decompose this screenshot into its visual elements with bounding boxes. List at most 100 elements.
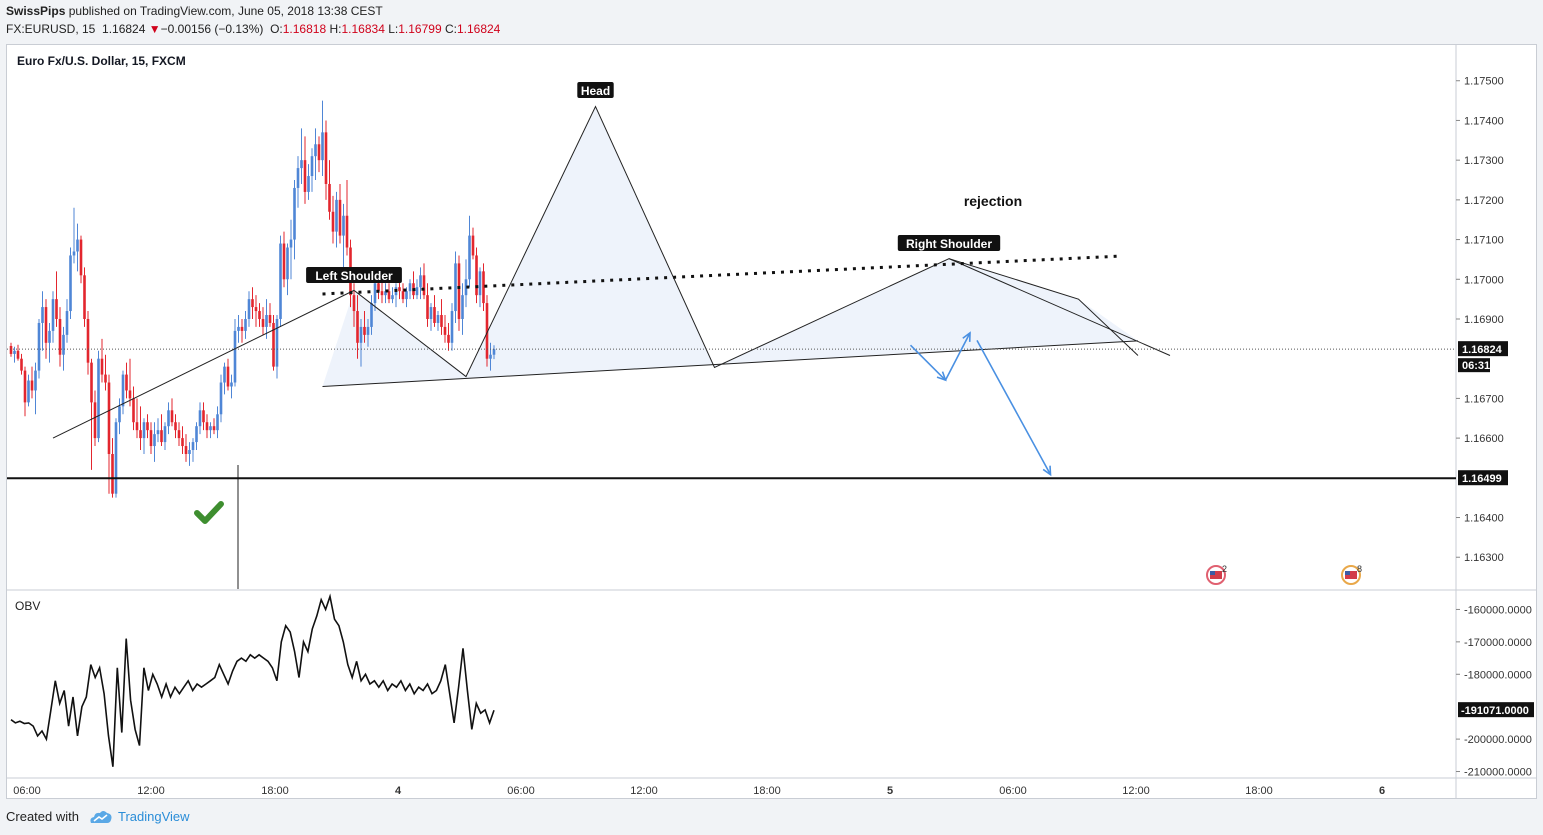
y-tick-label: 1.17200 (1464, 195, 1504, 207)
candle-body (422, 275, 426, 296)
y-tick-label: 1.16300 (1464, 552, 1504, 564)
low-value: 1.16799 (398, 22, 442, 36)
candle-body (345, 215, 349, 248)
head-label: Head (581, 84, 610, 98)
left-shoulder-label: Left Shoulder (315, 269, 393, 283)
candle-body (20, 358, 23, 371)
candle-body (58, 318, 62, 355)
candle-body (219, 382, 223, 415)
projection-arrow (944, 332, 971, 381)
candle-body (408, 283, 412, 292)
candle-body (30, 380, 34, 391)
candle-body (447, 334, 450, 343)
candle-body (209, 426, 212, 431)
candle-body (97, 358, 100, 439)
candle-body (489, 354, 492, 359)
chart-svg[interactable]: 1.17500 1.17400 1.17300 1.17200 1.17100 1.170… (7, 45, 1536, 798)
neckline (322, 340, 1139, 387)
pattern-zigzag (52, 105, 1139, 439)
candle-body (202, 410, 205, 423)
candle-body (86, 318, 90, 363)
candle-body (41, 307, 44, 323)
event-count: 8 (1357, 564, 1362, 574)
candle-body (93, 402, 97, 439)
tradingview-brand-link[interactable]: TradingView (118, 809, 190, 824)
candle-body (324, 132, 328, 184)
y-tick-label: 1.17100 (1464, 235, 1504, 247)
candle-body (261, 318, 265, 327)
flag-canton (1345, 571, 1350, 575)
candle-body (212, 426, 216, 431)
candle-body (265, 315, 268, 327)
candle-body (247, 299, 251, 319)
candle-body (244, 318, 247, 331)
candle-body (163, 426, 167, 443)
last-price: 1.16824 (102, 22, 146, 36)
candle-body (436, 315, 440, 323)
chart-panel[interactable]: 1.17500 1.17400 1.17300 1.17200 1.17100 1.170… (6, 44, 1537, 799)
x-tick-label: 12:00 (137, 785, 165, 797)
footer-created-with: Created with (6, 809, 79, 824)
change-value: −0.00156 (−0.13%) (160, 22, 264, 36)
candle-body (149, 430, 153, 447)
flag-canton (1210, 571, 1215, 575)
countdown-label: 06:31 (1462, 360, 1490, 372)
candle-body (275, 318, 279, 367)
tradingview-logo-icon[interactable] (88, 809, 114, 825)
y-tick-label: 1.17300 (1464, 155, 1504, 167)
candle-body (223, 366, 226, 383)
y-tick-label: 1.17500 (1464, 76, 1504, 88)
candle-body (146, 422, 149, 431)
ohlc-bar: FX:EURUSD, 15 1.16824 ▼−0.00156 (−0.13%)… (6, 22, 500, 36)
candle-body (440, 315, 443, 327)
right-shoulder-label: Right Shoulder (906, 237, 992, 251)
y-tick-label: 1.17000 (1464, 274, 1504, 286)
candle-body (478, 271, 482, 296)
candle-body (230, 382, 233, 387)
support-price-label: 1.16499 (1462, 473, 1502, 485)
x-tick-label: 5 (887, 785, 893, 797)
candle-body (454, 263, 457, 312)
candle-body (9, 345, 13, 354)
support-price-box (1458, 470, 1508, 486)
candle-body (443, 326, 447, 335)
candle-body (387, 291, 391, 300)
x-tick-label: 18:00 (753, 785, 781, 797)
candle-body (335, 199, 338, 232)
current-price-box (1458, 341, 1508, 357)
candle-body (377, 283, 380, 292)
candle-body (342, 215, 345, 236)
y-tick-label: 1.16700 (1464, 393, 1504, 405)
candle-body (401, 291, 405, 300)
candle-body (398, 287, 401, 292)
low-label: L: (388, 22, 399, 36)
author-name[interactable]: SwissPips (6, 4, 66, 18)
candle-body (317, 144, 321, 161)
candle-body (195, 426, 198, 443)
dotted-trendline (322, 254, 1118, 296)
candle-body (107, 382, 111, 454)
candle-body (153, 434, 156, 447)
candle-body (205, 422, 209, 431)
candle-body (111, 453, 114, 494)
obv-tick-label: -170000.0000 (1464, 637, 1532, 649)
candle-body (282, 243, 286, 280)
candle-body (69, 255, 72, 312)
close-value: 1.16824 (456, 22, 501, 36)
candle-body (468, 235, 471, 280)
candle-body (303, 160, 307, 192)
candle-body (27, 380, 30, 403)
high-value: 1.16834 (341, 22, 385, 36)
candle-body (142, 422, 146, 439)
candle-body (433, 307, 436, 323)
x-tick-label: 12:00 (630, 785, 658, 797)
obv-last-label: -191071.0000 (1461, 705, 1529, 717)
symbol-label: FX:EURUSD, 15 (6, 22, 96, 36)
candle-body (55, 299, 58, 319)
candle-body (132, 398, 135, 423)
x-tick-label: 4 (395, 785, 402, 797)
candle-body (475, 255, 478, 296)
candle-body (366, 326, 370, 335)
candle-body (226, 366, 230, 387)
candle-body (300, 160, 303, 169)
